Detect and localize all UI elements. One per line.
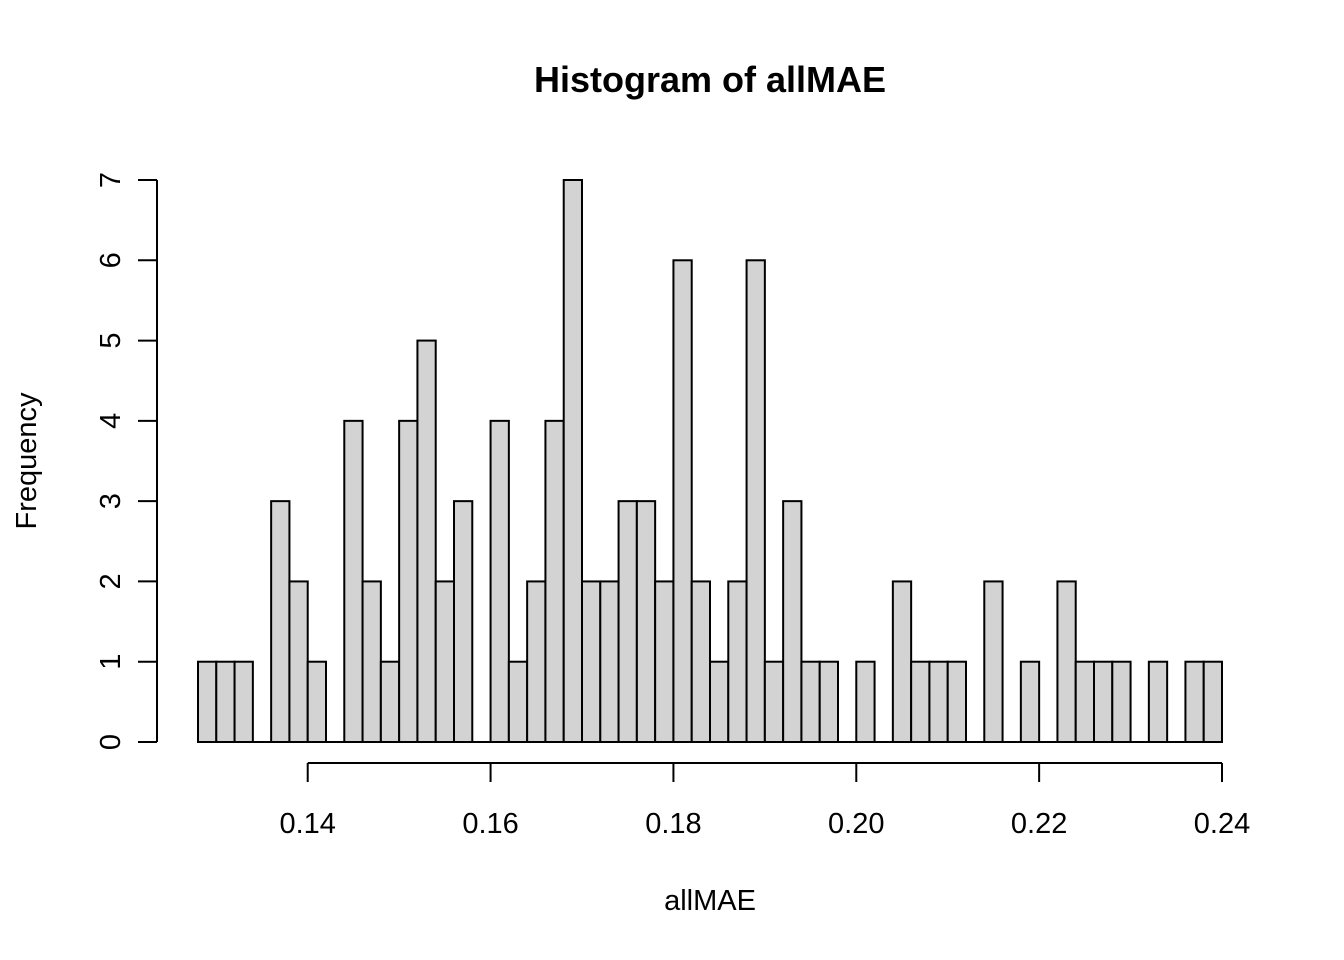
histogram-bar [398, 419, 419, 743]
histogram-bar [453, 500, 474, 743]
y-tick-label: 5 [95, 333, 127, 349]
histogram-bar [1019, 660, 1041, 744]
x-tick-label: 0.16 [462, 808, 518, 840]
histogram-bar [690, 580, 712, 744]
x-tick-label: 0.22 [1011, 808, 1067, 840]
histogram-bar [910, 660, 931, 744]
histogram-bar [288, 580, 309, 744]
histogram-bar [635, 500, 657, 743]
y-tick-label: 7 [95, 172, 127, 188]
histogram-bar [361, 580, 382, 744]
histogram-bar [544, 419, 565, 743]
y-tick-label: 3 [95, 493, 127, 509]
x-tick-label: 0.14 [279, 808, 335, 840]
histogram-bar [599, 580, 620, 744]
histogram-bar [763, 660, 785, 744]
y-tick-label: 6 [95, 252, 127, 268]
x-tick-label: 0.24 [1194, 808, 1250, 840]
histogram-bar [782, 500, 803, 743]
y-tick-label: 0 [95, 734, 127, 750]
histogram-bar [581, 580, 602, 744]
y-axis-label: Frequency [11, 392, 43, 530]
y-axis: 0 1 2 3 4 5 6 7 [95, 172, 158, 750]
y-tick-label: 4 [95, 413, 127, 429]
histogram-bar [343, 419, 364, 743]
histogram-bar [1093, 660, 1114, 744]
x-axis: 0.14 0.16 0.18 0.20 0.22 0.24 [279, 762, 1250, 840]
histogram-bar [306, 660, 328, 744]
histogram-bar [727, 580, 748, 744]
x-axis-label: allMAE [664, 885, 756, 917]
chart-title: Histogram of allMAE [534, 59, 886, 100]
histogram-bar [233, 660, 254, 744]
histogram-bar [928, 660, 949, 744]
histogram-bar [800, 660, 821, 744]
histogram-bar [1056, 580, 1077, 744]
histogram-bar [215, 660, 236, 744]
histogram-bar [983, 580, 1004, 744]
histogram-bar [672, 259, 693, 743]
histogram-bar [745, 259, 766, 743]
histogram-bar [379, 660, 401, 744]
histogram-bar [709, 660, 730, 744]
histogram-bar [1184, 660, 1205, 744]
histogram-bar [1147, 660, 1169, 744]
y-tick-label: 1 [95, 654, 127, 670]
histogram-bar [1074, 660, 1095, 744]
y-tick-label: 2 [95, 573, 127, 589]
histogram-bar [507, 660, 529, 744]
x-tick-label: 0.20 [828, 808, 884, 840]
histogram-bar [197, 660, 218, 744]
histogram-bar [526, 580, 547, 744]
histogram-bar [891, 580, 913, 744]
histogram-bar [818, 660, 840, 744]
bars-group [197, 179, 1223, 744]
histogram-bar [1202, 660, 1223, 744]
histogram-bar [416, 339, 437, 743]
histogram-bar [270, 500, 291, 743]
histogram-bar [434, 580, 456, 744]
histogram-bar [489, 419, 510, 743]
histogram-bar [855, 660, 876, 744]
histogram-bar [654, 580, 675, 744]
histogram-bar [946, 660, 968, 744]
histogram-bar [562, 179, 584, 743]
histogram-bar [1111, 660, 1132, 744]
x-tick-label: 0.18 [645, 808, 701, 840]
histogram-bar [617, 500, 638, 743]
